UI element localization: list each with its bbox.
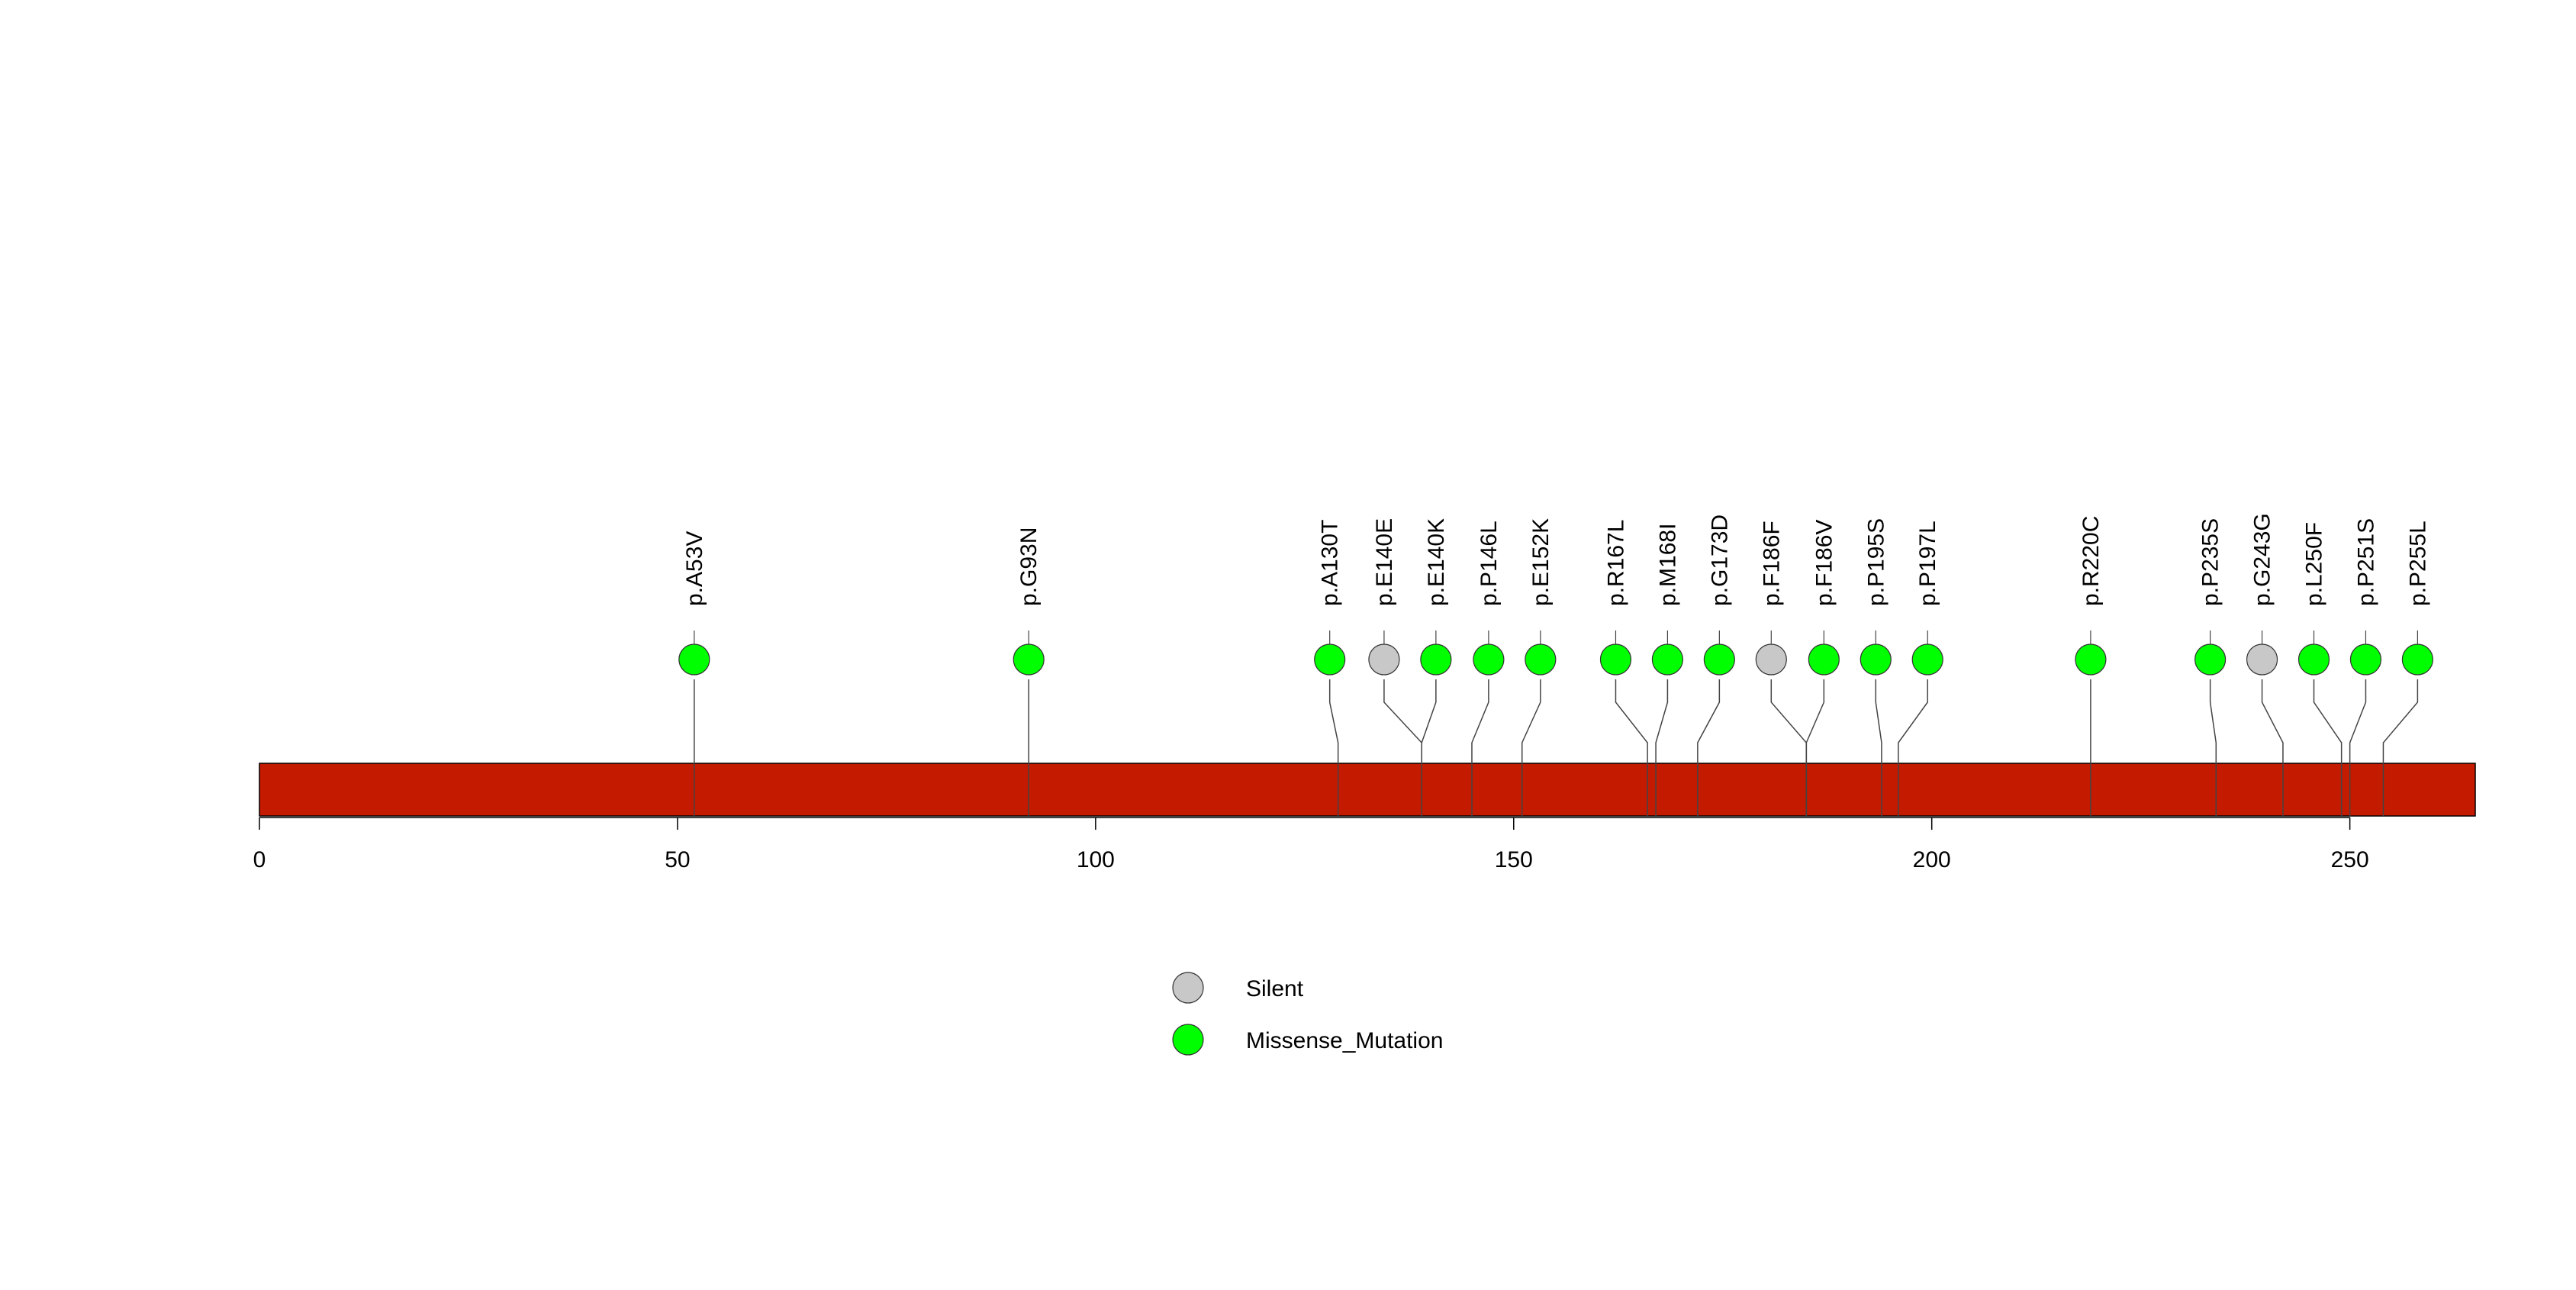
x-tick-label: 200 — [1913, 847, 1951, 872]
mutation-label: p.E140E — [1372, 518, 1397, 606]
legend-marker-silent — [1172, 972, 1204, 1004]
mutation-label: p.F186F — [1759, 521, 1784, 606]
mutation-marker — [1755, 643, 1787, 676]
mutation-marker — [678, 643, 710, 676]
mutation-label: p.L250F — [2302, 522, 2327, 606]
mutation-stem — [2382, 679, 2419, 816]
mutation-label: p.F186V — [1811, 520, 1837, 606]
mutation-marker — [1911, 643, 1943, 676]
mutation-marker — [2297, 643, 2330, 676]
mutation-label: p.G243G — [2250, 513, 2275, 606]
mutation-marker — [1314, 643, 1346, 676]
legend-label: Silent — [1246, 976, 1304, 1001]
mutation-marker — [1420, 643, 1452, 676]
mutation-marker — [2075, 643, 2107, 676]
mutation-markers — [678, 630, 2433, 676]
mutation-label: p.P197L — [1915, 521, 1940, 606]
mutation-marker — [2349, 643, 2382, 676]
x-tick-label: 150 — [1495, 847, 1533, 872]
mutation-stem — [1615, 679, 1648, 816]
mutation-label: p.A130T — [1318, 520, 1343, 606]
mutation-stem — [1471, 679, 1489, 816]
legend-marker-missense_mutation — [1172, 1024, 1204, 1056]
protein-bar — [259, 763, 2476, 817]
mutation-stem — [1875, 679, 1882, 816]
mutation-stem — [2261, 679, 2284, 816]
mutation-label: p.P251S — [2353, 518, 2378, 606]
mutation-labels: p.A53V p.G93N p.A130T p.E140E p.E140K p.P146L… — [682, 513, 2431, 606]
mutation-marker — [1808, 643, 1840, 676]
mutation-label: p.P146L — [1476, 521, 1502, 606]
legend: Silent Missense_Mutation — [1172, 972, 1443, 1056]
mutation-label: p.P235S — [2198, 518, 2223, 606]
mutation-stem — [2349, 679, 2367, 816]
mutation-marker — [1651, 643, 1684, 676]
x-tick-label: 100 — [1077, 847, 1115, 872]
mutation-label: p.P195S — [1863, 518, 1889, 606]
mutation-marker — [1860, 643, 1892, 676]
mutation-marker — [1013, 643, 1045, 676]
mutation-stem — [1521, 679, 1541, 816]
legend-label: Missense_Mutation — [1246, 1028, 1443, 1053]
mutation-marker — [1525, 643, 1557, 676]
mutation-label: p.G93N — [1016, 527, 1042, 606]
x-tick-label: 50 — [665, 847, 690, 872]
mutation-label: p.R220C — [2079, 516, 2104, 606]
mutation-label: p.A53V — [682, 531, 707, 606]
mutation-stems — [694, 679, 2419, 816]
mutation-stem — [1421, 679, 1437, 816]
mutation-marker — [2194, 643, 2227, 676]
mutation-stem — [1697, 679, 1721, 816]
mutation-marker — [1703, 643, 1735, 676]
x-axis: 0 50 100 150 200 250 — [253, 817, 2369, 872]
x-tick-label: 0 — [253, 847, 266, 872]
mutation-marker — [1599, 643, 1632, 676]
protein-layer — [259, 763, 2476, 817]
x-tick-label: 250 — [2331, 847, 2369, 872]
mutation-marker — [2401, 643, 2433, 676]
mutation-label: p.E140K — [1424, 518, 1449, 606]
mutation-stem — [2313, 679, 2343, 816]
mutation-label: p.E152K — [1528, 518, 1554, 606]
mutation-label: p.G173D — [1707, 514, 1732, 606]
mutation-marker — [1473, 643, 1505, 676]
mutation-label: p.P255L — [2405, 521, 2430, 606]
mutation-stem — [1655, 679, 1669, 816]
mutation-stem — [1898, 679, 1928, 816]
mutation-label: p.M168I — [1655, 524, 1680, 606]
mutation-stem — [2209, 679, 2217, 816]
mutation-stem — [1805, 679, 1825, 816]
mutation-label: p.R167L — [1603, 520, 1628, 606]
mutation-marker — [2246, 643, 2278, 676]
mutation-stem — [1328, 679, 1339, 816]
mutation-marker — [1368, 643, 1400, 676]
